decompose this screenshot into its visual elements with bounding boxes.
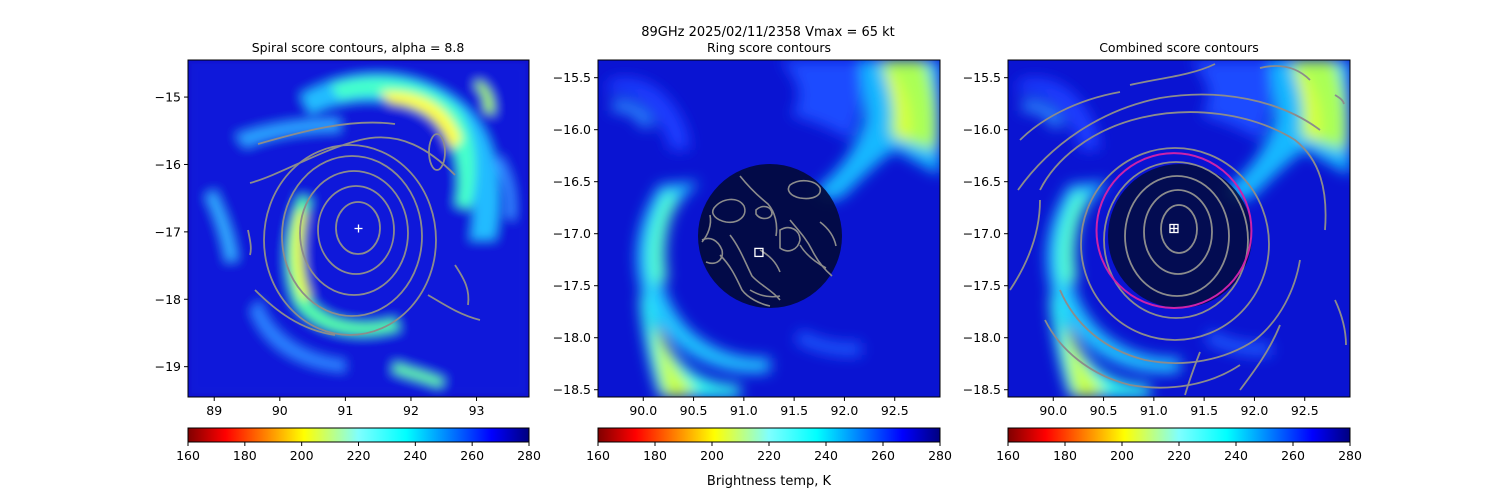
ring-colorbar-ticks: 160 180 200 220 240 260 280 bbox=[586, 442, 952, 463]
spiral-panel: Spiral score contours, alpha = 8.8 bbox=[155, 40, 541, 463]
ring-ytick-label: −17.0 bbox=[553, 226, 591, 241]
combined-ytick-label: −15.5 bbox=[963, 70, 1001, 85]
combined-colorbar-tick-label: 260 bbox=[1281, 448, 1305, 463]
spiral-ytick-label: −16 bbox=[155, 157, 181, 172]
combined-xtick-label: 91.5 bbox=[1190, 403, 1218, 418]
spiral-colorbar-tick-label: 160 bbox=[176, 448, 200, 463]
spiral-colorbar-tick-label: 240 bbox=[403, 448, 427, 463]
spiral-contours bbox=[247, 121, 481, 336]
spiral-colorbar bbox=[187, 427, 530, 443]
ring-ytick-label: −18.0 bbox=[553, 330, 591, 345]
ring-xtick-label: 91.5 bbox=[780, 403, 808, 418]
ring-xtick-label: 90.0 bbox=[629, 403, 657, 418]
ring-axes: 90.0 90.5 91.0 91.5 92.0 92.5 −15.5 −16.0 −16.5 −… bbox=[553, 70, 909, 418]
ring-contours bbox=[701, 175, 837, 307]
ring-center-marker bbox=[754, 247, 764, 258]
spiral-center-marker bbox=[354, 224, 363, 233]
combined-xtick-label: 90.0 bbox=[1039, 403, 1067, 418]
spiral-ytick-label: −17 bbox=[155, 224, 181, 239]
ring-xtick-label: 92.0 bbox=[831, 403, 859, 418]
ring-colorbar-tick-label: 220 bbox=[757, 448, 781, 463]
combined-ring-circle bbox=[1095, 152, 1253, 310]
combined-xtick-label: 92.5 bbox=[1291, 403, 1319, 418]
spiral-colorbar-tick-label: 180 bbox=[233, 448, 257, 463]
combined-xtick-label: 91.0 bbox=[1140, 403, 1168, 418]
spiral-colorbar-tick-label: 280 bbox=[517, 448, 541, 463]
ring-panel-title: Ring score contours bbox=[707, 40, 831, 55]
combined-colorbar-tick-label: 180 bbox=[1053, 448, 1077, 463]
combined-ytick-label: −16.0 bbox=[963, 122, 1001, 137]
combined-ytick-label: −17.0 bbox=[963, 226, 1001, 241]
combined-colorbar-tick-label: 280 bbox=[1338, 448, 1362, 463]
spiral-colorbar-tick-label: 200 bbox=[290, 448, 314, 463]
combined-ytick-label: −17.5 bbox=[963, 278, 1001, 293]
spiral-xtick-label: 91 bbox=[337, 403, 353, 418]
combined-colorbar-ticks: 160 180 200 220 240 260 280 bbox=[996, 442, 1362, 463]
combined-colorbar-tick-label: 160 bbox=[996, 448, 1020, 463]
spiral-panel-title: Spiral score contours, alpha = 8.8 bbox=[252, 40, 465, 55]
spiral-axes: 89 90 91 92 93 −15 −16 −17 −18 −19 bbox=[155, 90, 485, 418]
spiral-colorbar-ticks: 160 180 200 220 240 260 280 bbox=[176, 442, 541, 463]
ring-panel: Ring score contours bbox=[553, 40, 952, 489]
ring-ytick-label: −15.5 bbox=[553, 70, 591, 85]
spiral-colorbar-tick-label: 220 bbox=[347, 448, 371, 463]
combined-ytick-label: −18.5 bbox=[963, 382, 1001, 397]
ring-xtick-label: 92.5 bbox=[881, 403, 909, 418]
combined-xtick-label: 90.5 bbox=[1090, 403, 1118, 418]
combined-xtick-label: 92.0 bbox=[1241, 403, 1269, 418]
ring-heatmap bbox=[598, 60, 940, 397]
colorbar-label: Brightness temp, K bbox=[707, 474, 832, 489]
ring-colorbar-tick-label: 200 bbox=[700, 448, 724, 463]
spiral-xtick-label: 89 bbox=[206, 403, 222, 418]
combined-ytick-label: −18.0 bbox=[963, 330, 1001, 345]
combined-panel-title: Combined score contours bbox=[1099, 40, 1259, 55]
figure-suptitle: 89GHz 2025/02/11/2358 Vmax = 65 kt bbox=[641, 25, 895, 40]
ring-ytick-label: −17.5 bbox=[553, 278, 591, 293]
ring-colorbar bbox=[597, 427, 941, 443]
ring-xtick-label: 91.0 bbox=[730, 403, 758, 418]
combined-contours bbox=[1009, 63, 1347, 396]
combined-colorbar bbox=[1007, 427, 1351, 443]
spiral-ytick-label: −18 bbox=[155, 292, 181, 307]
ring-colorbar-tick-label: 160 bbox=[586, 448, 610, 463]
ring-xtick-label: 90.5 bbox=[680, 403, 708, 418]
combined-heatmap bbox=[1008, 60, 1350, 397]
ring-colorbar-tick-label: 280 bbox=[928, 448, 952, 463]
ring-ytick-label: −16.0 bbox=[553, 122, 591, 137]
combined-ytick-label: −16.5 bbox=[963, 174, 1001, 189]
ring-colorbar-tick-label: 260 bbox=[871, 448, 895, 463]
spiral-xtick-label: 90 bbox=[272, 403, 288, 418]
spiral-xtick-label: 93 bbox=[469, 403, 485, 418]
combined-colorbar-tick-label: 220 bbox=[1167, 448, 1191, 463]
spiral-ytick-label: −19 bbox=[155, 359, 181, 374]
combined-center-marker bbox=[1169, 223, 1179, 234]
combined-colorbar-tick-label: 240 bbox=[1224, 448, 1248, 463]
spiral-xtick-label: 92 bbox=[403, 403, 419, 418]
ring-ytick-label: −16.5 bbox=[553, 174, 591, 189]
ring-colorbar-tick-label: 240 bbox=[814, 448, 838, 463]
ring-colorbar-tick-label: 180 bbox=[643, 448, 667, 463]
spiral-ytick-label: −15 bbox=[155, 90, 181, 105]
combined-panel: Combined score contours bbox=[963, 40, 1362, 463]
spiral-colorbar-tick-label: 260 bbox=[460, 448, 484, 463]
combined-colorbar-tick-label: 200 bbox=[1110, 448, 1134, 463]
ring-ytick-label: −18.5 bbox=[553, 382, 591, 397]
combined-axes: 90.0 90.5 91.0 91.5 92.0 92.5 −15.5 −16.0 −16.5 −… bbox=[963, 70, 1319, 418]
